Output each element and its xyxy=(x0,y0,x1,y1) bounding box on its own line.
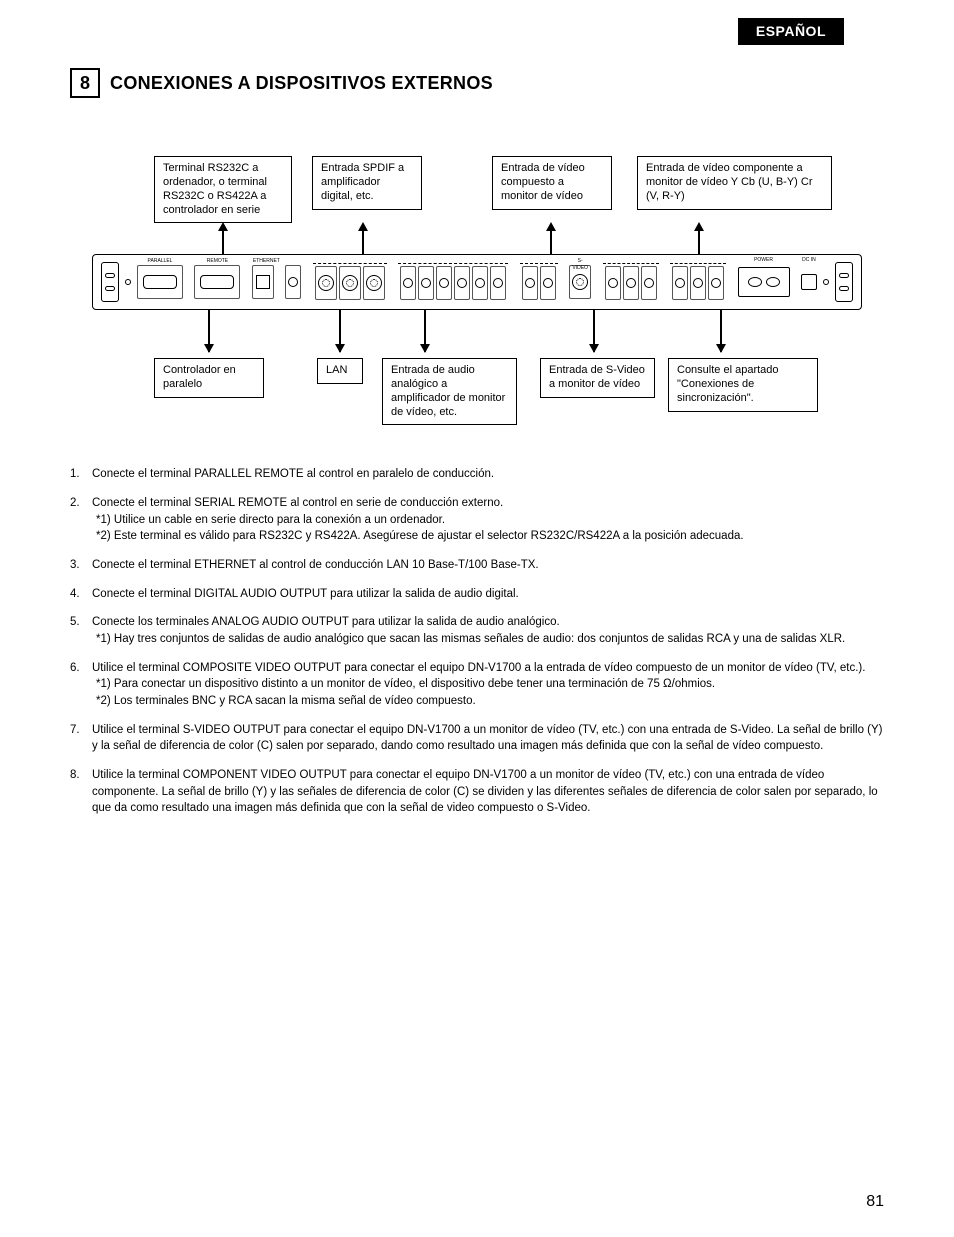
arrow-head-icon xyxy=(716,344,726,353)
arrow-head-icon xyxy=(694,222,704,231)
arrow-head-icon xyxy=(546,222,556,231)
callout-component: Entrada de vídeo componente a monitor de… xyxy=(637,156,832,209)
port-dc-in xyxy=(801,265,817,299)
instruction-item: Utilice el terminal S-VIDEO OUTPUT para … xyxy=(70,722,884,755)
port-rca xyxy=(522,266,538,300)
port-group-sync xyxy=(670,263,726,302)
port-s-video xyxy=(569,265,591,299)
port-rca xyxy=(605,266,621,300)
port-rca xyxy=(472,266,488,300)
instruction-item: Conecte el terminal DIGITAL AUDIO OUTPUT… xyxy=(70,586,884,603)
port-ethernet xyxy=(252,265,274,299)
port-rca xyxy=(436,266,452,300)
port-group-composite xyxy=(520,263,558,302)
port-rca xyxy=(708,266,724,300)
arrow-head-icon xyxy=(218,222,228,231)
instruction-subnote: *2) Este terminal es válido para RS232C … xyxy=(96,528,884,545)
port-power xyxy=(738,265,790,299)
port-remote xyxy=(194,265,240,299)
callout-parallel: Controlador en paralelo xyxy=(154,358,264,398)
instruction-item: Utilice el terminal COMPOSITE VIDEO OUTP… xyxy=(70,660,884,710)
callout-rs232: Terminal RS232C a ordenador, o terminal … xyxy=(154,156,292,223)
instruction-subnote: *1) Utilice un cable en serie directo pa… xyxy=(96,512,884,529)
port-xlr xyxy=(363,266,385,300)
instruction-item: Utilice la terminal COMPONENT VIDEO OUTP… xyxy=(70,767,884,817)
port-rca xyxy=(540,266,556,300)
arrow-head-icon xyxy=(204,344,214,353)
port-rca xyxy=(490,266,506,300)
rear-panel-graphic xyxy=(92,254,862,310)
instruction-subnote: *1) Hay tres conjuntos de salidas de aud… xyxy=(96,631,884,648)
arrow-head-icon xyxy=(358,222,368,231)
callout-svideo: Entrada de S-Video a monitor de vídeo xyxy=(540,358,655,398)
connection-diagram: Terminal RS232C a ordenador, o terminal … xyxy=(92,126,862,426)
port-xlr xyxy=(315,266,337,300)
port-rca xyxy=(672,266,688,300)
rack-ear-left xyxy=(101,262,119,302)
callout-spdif: Entrada SPDIF a amplificador digital, et… xyxy=(312,156,422,209)
rack-ear-right xyxy=(835,262,853,302)
instruction-item: Conecte los terminales ANALOG AUDIO OUTP… xyxy=(70,614,884,647)
callout-sync: Consulte el apartado "Conexiones de sinc… xyxy=(668,358,818,411)
port-rca xyxy=(641,266,657,300)
section-number: 8 xyxy=(70,68,100,98)
port-group-analog-audio xyxy=(398,263,508,302)
instruction-item: Conecte el terminal SERIAL REMOTE al con… xyxy=(70,495,884,545)
instruction-subnote: *1) Para conectar un dispositivo distint… xyxy=(96,676,884,693)
section-heading: 8 CONEXIONES A DISPOSITIVOS EXTERNOS xyxy=(70,68,884,98)
callout-composite: Entrada de vídeo compuesto a monitor de … xyxy=(492,156,612,209)
port-rca xyxy=(623,266,639,300)
instruction-item: Conecte el terminal ETHERNET al control … xyxy=(70,557,884,574)
callout-analog: Entrada de audio analógico a amplificado… xyxy=(382,358,517,425)
port-rca xyxy=(285,265,301,299)
arrow-head-icon xyxy=(589,344,599,353)
port-rca xyxy=(690,266,706,300)
port-group-component xyxy=(603,263,659,302)
port-xlr xyxy=(339,266,361,300)
instruction-subnote: *2) Los terminales BNC y RCA sacan la mi… xyxy=(96,693,884,710)
page-number: 81 xyxy=(866,1191,884,1213)
port-rca xyxy=(454,266,470,300)
screw-icon xyxy=(823,279,829,285)
port-rca xyxy=(400,266,416,300)
instruction-item: Conecte el terminal PARALLEL REMOTE al c… xyxy=(70,466,884,483)
instructions-list: Conecte el terminal PARALLEL REMOTE al c… xyxy=(70,466,884,817)
screw-icon xyxy=(125,279,131,285)
section-title: CONEXIONES A DISPOSITIVOS EXTERNOS xyxy=(110,71,493,95)
callout-lan: LAN xyxy=(317,358,363,384)
language-tab: ESPAÑOL xyxy=(738,18,844,45)
arrow-head-icon xyxy=(420,344,430,353)
port-parallel xyxy=(137,265,183,299)
port-group-digital xyxy=(313,263,387,302)
port-rca xyxy=(418,266,434,300)
arrow-head-icon xyxy=(335,344,345,353)
